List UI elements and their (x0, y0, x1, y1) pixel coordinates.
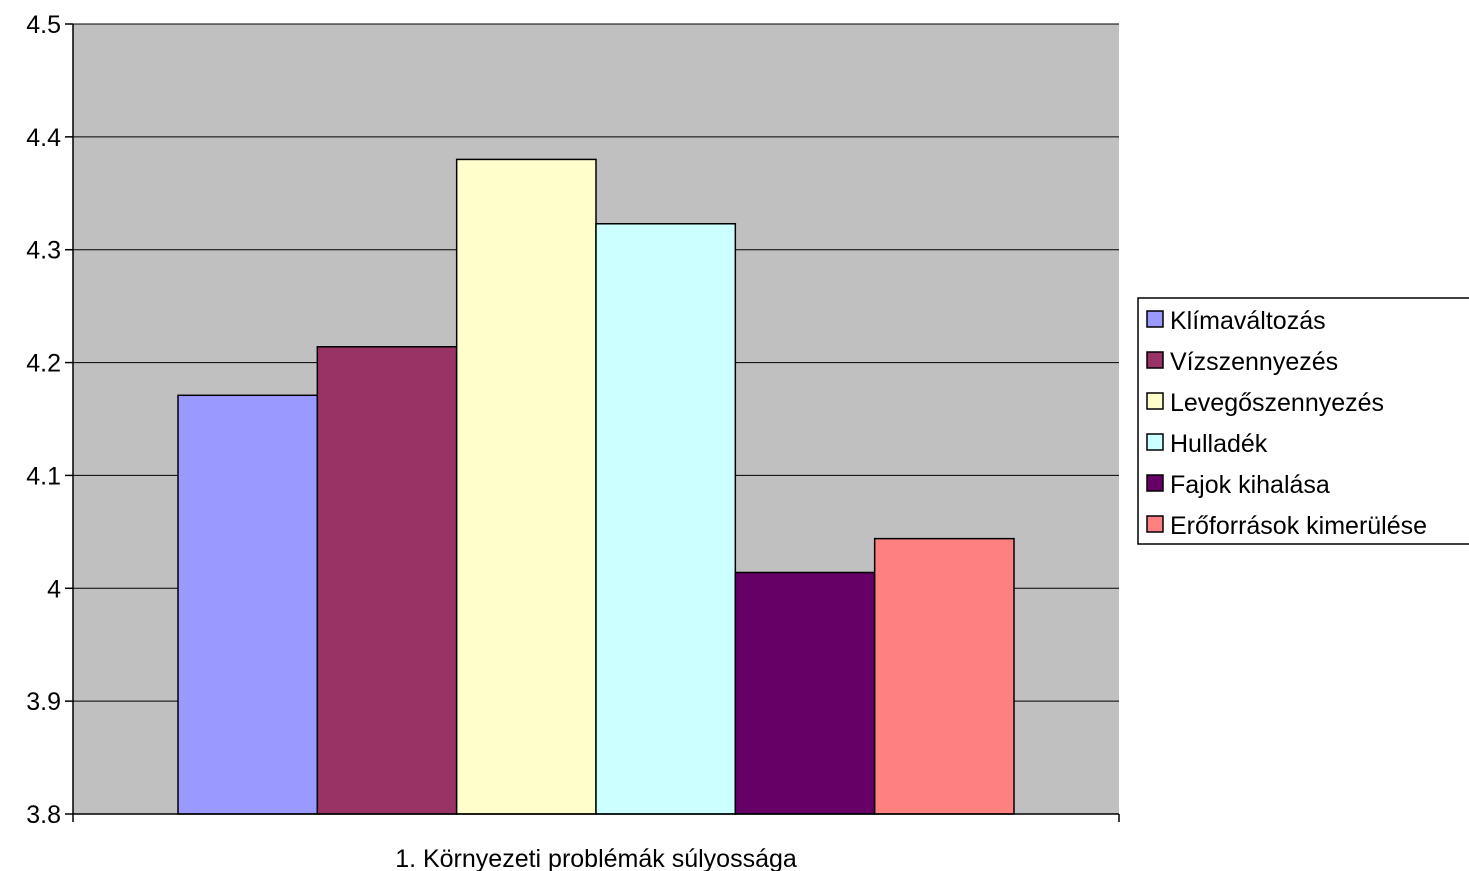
y-tick-label: 4.3 (26, 237, 61, 265)
y-tick-label: 3.9 (26, 688, 61, 716)
legend-box (1137, 297, 1469, 545)
legend-swatch (1146, 392, 1164, 410)
bar (455, 158, 597, 815)
legend: Klímaváltozás Vízszennyezés Levegőszennyez… (1137, 297, 1469, 545)
y-tick-label: 4 (47, 575, 61, 603)
bar (177, 394, 319, 815)
legend-label: Erőforrások kimerülése (1170, 512, 1427, 540)
y-tick-label: 3.8 (26, 801, 61, 829)
y-tick-labels: 3.8 3.9 4 4.1 4.2 4.3 4.4 4.5 (26, 11, 73, 829)
legend-swatch (1146, 515, 1164, 533)
y-tick-label: 4.4 (26, 124, 61, 152)
bar (873, 537, 1015, 815)
legend-swatch (1146, 351, 1164, 369)
legend-swatch (1146, 310, 1164, 328)
y-tick-label: 4.5 (26, 11, 61, 39)
legend-label: Levegőszennyezés (1170, 389, 1384, 417)
bar (734, 571, 876, 815)
category-label: 1. Környezeti problémák súlyossága (395, 845, 797, 871)
legend-label: Vízszennyezés (1170, 348, 1338, 376)
legend-label: Klímaváltozás (1170, 307, 1326, 335)
y-tick-label: 4.1 (26, 462, 61, 490)
bar (595, 223, 737, 815)
legend-label: Hulladék (1170, 430, 1268, 458)
legend-label: Fajok kihalása (1170, 471, 1330, 499)
legend-swatch (1146, 433, 1164, 451)
legend-swatch (1146, 474, 1164, 492)
bar (316, 346, 458, 815)
y-tick-label: 4.2 (26, 350, 61, 378)
